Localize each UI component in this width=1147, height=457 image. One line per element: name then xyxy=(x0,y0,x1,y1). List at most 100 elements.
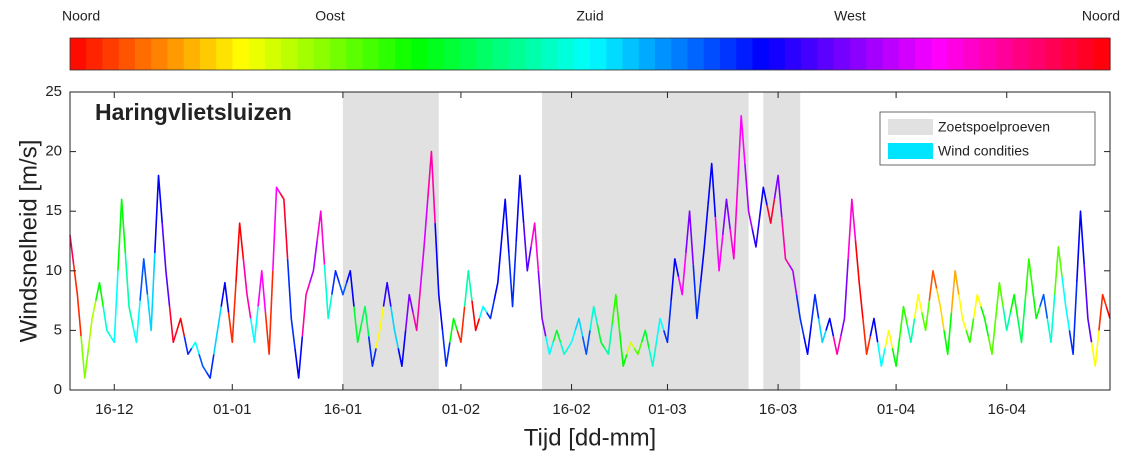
colorbar-cell xyxy=(947,38,965,70)
colorbar-cell xyxy=(1045,38,1062,70)
wind-line-piece xyxy=(183,336,193,356)
wind-line-piece xyxy=(980,306,990,337)
wind-line-piece xyxy=(987,318,997,356)
wind-line-piece xyxy=(1039,293,1049,319)
colorbar-cell xyxy=(232,38,250,70)
wind-line-piece xyxy=(301,282,311,337)
shade-layer xyxy=(342,92,801,390)
colorbar-cell xyxy=(443,38,461,70)
wind-line-piece xyxy=(773,174,783,218)
wind-line-piece xyxy=(478,305,488,319)
wind-line-piece xyxy=(449,317,458,343)
x-axis-label: Tijd [dd-mm] xyxy=(524,424,656,451)
wind-line-piece xyxy=(72,264,82,337)
wind-line-piece xyxy=(876,342,886,367)
colorbar-cell xyxy=(606,38,624,70)
colorbar-cell xyxy=(460,38,477,70)
wind-line-piece xyxy=(154,174,163,253)
colorbar-cell xyxy=(248,38,266,70)
wind-line-piece xyxy=(80,336,90,379)
wind-line-piece xyxy=(928,270,938,301)
colorbar-cell xyxy=(703,38,721,70)
wind-line-piece xyxy=(596,324,606,349)
shaded-period xyxy=(542,92,749,390)
wind-line-piece xyxy=(972,293,982,319)
wind-line-piece xyxy=(404,293,414,331)
wind-line-piece xyxy=(1031,288,1041,320)
wind-line-piece xyxy=(655,317,665,343)
legend: Zoetspoelproeven Wind condities xyxy=(879,111,1096,166)
wind-line-piece xyxy=(198,354,208,373)
wind-line-piece xyxy=(434,223,444,331)
colorbar-cell xyxy=(135,38,152,70)
wind-line-piece xyxy=(338,282,348,296)
wind-line-piece xyxy=(279,192,289,259)
wind-line-piece xyxy=(139,258,149,301)
x-tick-label: 16-12 xyxy=(95,401,133,418)
colorbar-cell xyxy=(687,38,705,70)
wind-line-piece xyxy=(382,281,392,307)
colorbar-cell xyxy=(151,38,169,70)
colorbar-cell xyxy=(573,38,591,70)
wind-line-piece xyxy=(898,305,908,337)
x-tick-label: 16-01 xyxy=(324,401,362,418)
wind-line-piece xyxy=(353,306,363,344)
colorbar-cell xyxy=(801,38,819,70)
wind-line-piece xyxy=(906,318,916,344)
legend-swatch xyxy=(888,119,933,135)
colorbar-frame xyxy=(69,37,1111,71)
line-layer xyxy=(69,115,1111,379)
x-tick-label: 16-03 xyxy=(759,401,797,418)
wind-line-piece xyxy=(426,150,436,224)
colorbar-cell xyxy=(200,38,217,70)
wind-line-piece xyxy=(604,324,613,356)
wind-line-piece xyxy=(994,281,1004,319)
colorbar-cell xyxy=(638,38,656,70)
wind-line-piece xyxy=(441,330,451,367)
chart-title: Haringvlietsluizen xyxy=(95,99,292,125)
wind-line-piece xyxy=(965,318,975,344)
colorbar-cell xyxy=(996,38,1014,70)
legend-label: Zoetspoelproeven xyxy=(938,119,1050,135)
wind-line-piece xyxy=(308,240,318,283)
colorbar-cell xyxy=(898,38,916,70)
colorbar-cell xyxy=(671,38,689,70)
colorbar-cell xyxy=(736,38,754,70)
wind-line-piece xyxy=(1024,258,1034,301)
colorbar-cell xyxy=(118,38,136,70)
colorbar-cell xyxy=(427,38,445,70)
wind-line-piece xyxy=(294,336,304,379)
colorbar-cell xyxy=(167,38,185,70)
colorbar-tick-label: West xyxy=(834,8,866,24)
wind-line-piece xyxy=(1083,264,1093,343)
colorbar-cell xyxy=(655,38,672,70)
wind-line-piece xyxy=(1105,306,1111,319)
y-tick-label: 15 xyxy=(45,202,62,219)
colorbar-cell xyxy=(1028,38,1046,70)
y-tick-label: 25 xyxy=(45,83,62,100)
wind-line-piece xyxy=(699,205,709,283)
x-tick-label: 01-02 xyxy=(442,401,480,418)
colorbar-cell xyxy=(395,38,412,70)
wind-line-piece xyxy=(685,210,695,265)
colorbar-cell xyxy=(346,38,364,70)
colorbar-cell xyxy=(720,38,737,70)
wind-line-piece xyxy=(780,217,790,266)
wind-line-piece xyxy=(227,282,237,344)
colorbar-cell xyxy=(768,38,786,70)
wind-line-piece xyxy=(1017,300,1026,344)
wind-line-piece xyxy=(552,329,562,343)
wind-line-piece xyxy=(1002,306,1012,332)
wind-line-piece xyxy=(87,300,97,349)
wind-line-piece xyxy=(235,222,245,283)
colorbar-cell xyxy=(931,38,949,70)
wind-line-piece xyxy=(375,306,385,349)
x-tick-label: 16-04 xyxy=(988,401,1026,418)
wind-line-piece xyxy=(412,288,422,332)
wind-line-piece xyxy=(581,330,591,356)
colorbar-cell xyxy=(70,38,87,70)
colorbar-cell xyxy=(492,38,510,70)
wind-line-piece xyxy=(530,222,540,271)
wind-line-piece xyxy=(537,270,547,337)
colorbar-cell xyxy=(752,38,770,70)
